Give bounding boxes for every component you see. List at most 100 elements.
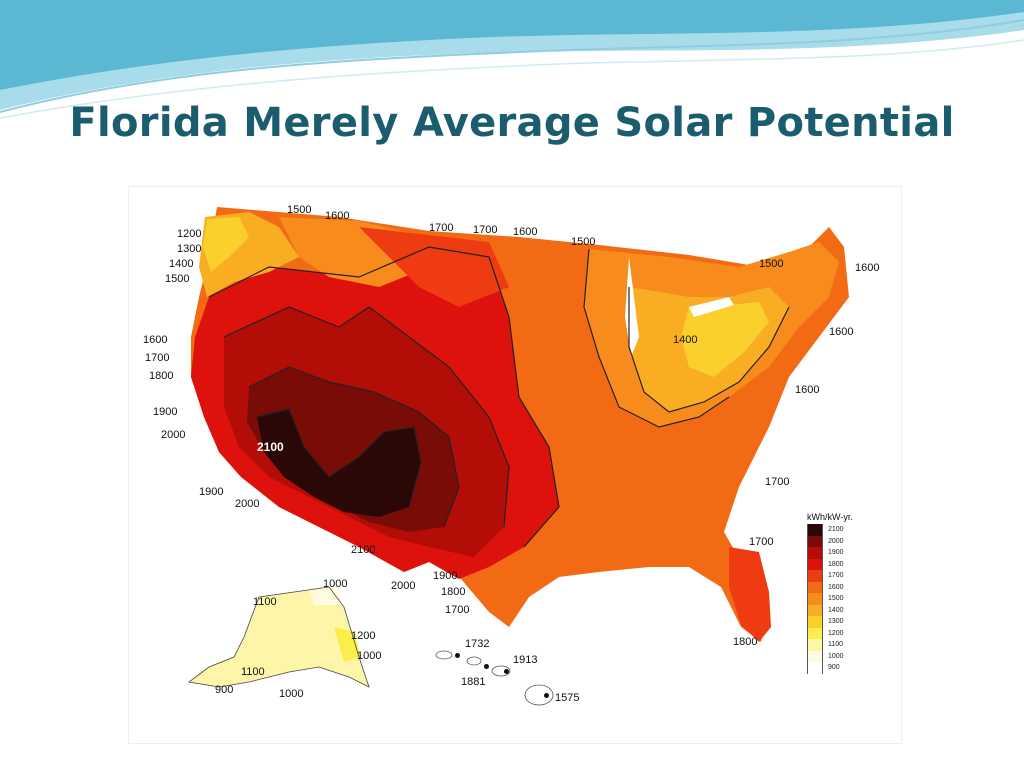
contour-label: 1700 [765, 476, 790, 488]
contour-label: 2000 [235, 498, 260, 510]
map-legend: kWh/kW-yr. 2100 2000 1900 1800 1700 1600 1500 1… [807, 512, 887, 674]
contour-label: 1881 [461, 676, 486, 688]
legend-swatch [807, 662, 823, 674]
contour-label: 1300 [177, 243, 202, 255]
contour-label: 1800 [733, 636, 758, 648]
alaska-outline [188, 586, 370, 688]
contour-label: 1200 [351, 630, 376, 642]
legend-value: 1600 [828, 583, 844, 591]
contour-label: 1400 [169, 258, 194, 270]
legend-value: 2100 [828, 526, 844, 534]
legend-item: 1800 [807, 558, 887, 570]
contour-label: 1700 [445, 604, 470, 616]
contour-label: 1000 [323, 578, 348, 590]
contour-label: 1700 [749, 536, 774, 548]
hawaii-site-marker [455, 653, 460, 658]
legend-value: 1500 [828, 595, 844, 603]
legend-swatch [807, 639, 823, 651]
contour-label: 2000 [161, 429, 186, 441]
contour-label: 1000 [357, 650, 382, 662]
alaska-1200-band [334, 627, 361, 662]
legend-swatch [807, 627, 823, 639]
legend-value: 1100 [828, 641, 844, 649]
contour-label: 1600 [513, 226, 538, 238]
legend-value: 1900 [828, 549, 844, 557]
contour-label: 1900 [199, 486, 224, 498]
contour-label: 1600 [143, 334, 168, 346]
lake-erie [689, 297, 734, 317]
contour-label: 1100 [241, 666, 265, 678]
contour-label: 1500 [165, 273, 190, 285]
legend-item: 1300 [807, 616, 887, 628]
legend-swatch [807, 593, 823, 605]
contour-label: 1575 [555, 692, 580, 704]
contour-label: 1600 [795, 384, 820, 396]
legend-item: 1600 [807, 581, 887, 593]
slide-title: Florida Merely Average Solar Potential [69, 100, 955, 146]
legend-items: 2100 2000 1900 1800 1700 1600 1500 1400 1300 1200… [807, 524, 887, 674]
contour-label: 1200 [177, 228, 202, 240]
hawaii-site-marker [544, 693, 549, 698]
region-n-1600 [359, 227, 509, 307]
legend-swatch [807, 547, 823, 559]
solar-potential-map: 1200 1300 1400 1500 1500 1600 1700 1700 … [128, 186, 902, 744]
contour-label: 2000 [391, 580, 416, 592]
legend-value: 900 [828, 664, 840, 672]
legend-item: 1200 [807, 627, 887, 639]
region-nw-1300 [203, 217, 249, 272]
legend-swatch [807, 616, 823, 628]
legend-item: 1400 [807, 604, 887, 616]
hawaii-site-marker [484, 664, 489, 669]
legend-item: 1900 [807, 547, 887, 559]
legend-swatch [807, 604, 823, 616]
legend-swatch [807, 650, 823, 662]
legend-swatch [807, 524, 823, 536]
hawaii-site-marker [504, 669, 509, 674]
contour-label: 1000 [279, 688, 304, 700]
alaska-1000-band [309, 587, 341, 605]
legend-value: 2000 [828, 537, 844, 545]
legend-swatch [807, 558, 823, 570]
contour-label: 1600 [325, 210, 350, 222]
contour-label: 1600 [855, 262, 880, 274]
legend-item: 1700 [807, 570, 887, 582]
contour-label: 1500 [571, 236, 596, 248]
contour-label: 1900 [433, 570, 458, 582]
contour-label: 2100 [351, 544, 376, 556]
contour-label: 1400 [673, 334, 698, 346]
legend-item: 1100 [807, 639, 887, 651]
contour-label: 1913 [513, 654, 538, 666]
legend-swatch [807, 535, 823, 547]
legend-value: 1300 [828, 618, 844, 626]
hawaii-islands [435, 650, 554, 706]
florida-1800 [729, 547, 771, 642]
contour-label: 900 [215, 684, 234, 696]
contour-label: 1100 [253, 596, 277, 608]
legend-swatch [807, 570, 823, 582]
contour-label: 1700 [145, 352, 170, 364]
legend-item: 1000 [807, 650, 887, 662]
legend-title: kWh/kW-yr. [807, 512, 853, 522]
legend-item: 1500 [807, 593, 887, 605]
legend-item: 900 [807, 662, 887, 674]
contour-label: 1500 [287, 204, 312, 216]
contour-label: 1900 [153, 406, 178, 418]
legend-value: 1800 [828, 560, 844, 568]
contour-label: 1800 [149, 370, 174, 382]
legend-value: 1200 [828, 629, 844, 637]
legend-item: 2100 [807, 524, 887, 536]
contour-label: 1800 [441, 586, 466, 598]
contour-label: 1700 [473, 224, 498, 236]
legend-item: 2000 [807, 535, 887, 547]
contour-label: 1732 [465, 638, 490, 650]
contour-label: 2100 [257, 440, 284, 454]
legend-value: 1700 [828, 572, 844, 580]
contour-label: 1700 [429, 222, 454, 234]
contour-label: 1500 [759, 258, 784, 270]
legend-value: 1400 [828, 606, 844, 614]
solar-contour-map-graphic [188, 207, 849, 706]
contour-label: 1600 [829, 326, 854, 338]
region-ne-1300 [681, 302, 769, 377]
legend-swatch [807, 581, 823, 593]
